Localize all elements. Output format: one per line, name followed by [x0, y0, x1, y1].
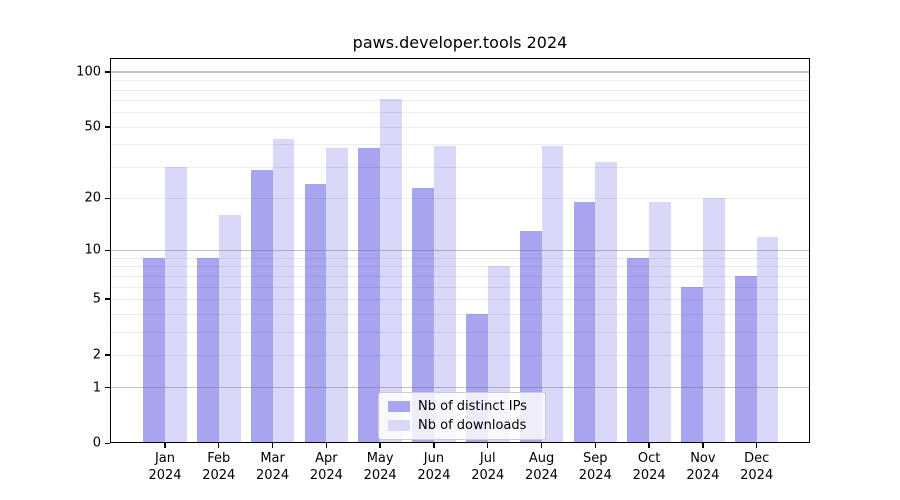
x-tick-mark [325, 443, 328, 448]
gridline-minor [111, 299, 809, 301]
y-tick-mark [105, 442, 110, 444]
legend-entry-downloads: Nb of downloads [388, 418, 536, 433]
gridline-minor [111, 266, 809, 268]
y-tick-mark [105, 354, 110, 356]
x-tick-mark [702, 443, 704, 448]
x-tick-label: Jan 2024 [148, 451, 182, 483]
x-tick-mark [487, 443, 489, 448]
legend: Nb of distinct IPs Nb of downloads [378, 392, 546, 440]
bar-downloads-feb [218, 215, 241, 444]
gridline-major [111, 71, 809, 73]
legend-label-downloads: Nb of downloads [418, 418, 527, 433]
gridline-minor [111, 112, 809, 114]
y-tick-label: 5 [92, 291, 101, 307]
y-tick-label: 10 [84, 242, 101, 258]
gridline-minor [111, 275, 809, 277]
y-tick-label: 100 [76, 64, 101, 80]
x-tick-label: May 2024 [363, 451, 397, 483]
bar-distinct-ips-jun [412, 187, 434, 444]
x-tick-mark [164, 443, 166, 448]
y-tick-label: 1 [92, 380, 101, 396]
bar-distinct-ips-aug [519, 230, 542, 444]
x-tick-mark [271, 443, 274, 448]
x-tick-label: Dec 2024 [740, 451, 774, 483]
x-tick-label: Jun 2024 [417, 451, 451, 483]
x-tick-label: Feb 2024 [202, 451, 236, 483]
x-tick-mark [540, 443, 543, 448]
bar-distinct-ips-sep [573, 202, 596, 444]
bar-downloads-jan [165, 166, 187, 444]
x-tick-label: Aug 2024 [524, 451, 559, 483]
bar-downloads-mar [272, 138, 295, 444]
y-tick-label: 0 [92, 435, 101, 451]
bar-downloads-jun [433, 146, 456, 444]
bar-distinct-ips-dec [734, 275, 757, 444]
y-tick-mark [105, 249, 110, 252]
y-tick-mark [105, 298, 110, 300]
y-tick-mark [105, 126, 110, 128]
gridline-minor [111, 166, 809, 168]
bar-downloads-apr [326, 148, 349, 444]
x-tick-label: Apr 2024 [309, 451, 343, 483]
x-tick-mark [433, 443, 435, 448]
gridline-minor [111, 126, 809, 128]
x-tick-mark [218, 443, 220, 448]
gridline-minor [111, 331, 809, 333]
bar-downloads-aug [541, 146, 564, 444]
x-tick-label: Jul 2024 [471, 451, 505, 483]
bar-distinct-ips-nov [681, 286, 703, 444]
y-tick-label: 20 [84, 190, 101, 206]
gridline-minor [111, 286, 809, 288]
y-tick-mark [105, 71, 110, 73]
bar-downloads-may [380, 99, 402, 444]
x-tick-label: Nov 2024 [686, 451, 720, 483]
y-tick-mark [105, 386, 110, 389]
y-tick-mark [105, 197, 110, 199]
gridline-major [111, 386, 809, 389]
bar-downloads-dec [756, 236, 779, 444]
x-tick-label: Oct 2024 [632, 451, 666, 483]
legend-swatch-downloads [388, 420, 410, 431]
gridline-minor [111, 80, 809, 82]
bar-distinct-ips-may [358, 148, 381, 444]
x-tick-label: Mar 2024 [256, 451, 290, 483]
gridline-minor [111, 313, 809, 315]
y-tick-label: 2 [92, 347, 101, 363]
bar-distinct-ips-jan [143, 258, 165, 444]
gridline-minor [111, 258, 809, 259]
gridline-minor [111, 144, 809, 146]
gridline-minor [111, 100, 809, 102]
x-tick-mark [755, 443, 758, 448]
gridline-major [111, 249, 809, 252]
bar-downloads-oct [649, 202, 671, 444]
bar-distinct-ips-mar [250, 169, 273, 444]
x-tick-mark [594, 443, 596, 448]
y-tick-label: 50 [84, 119, 101, 135]
gridline-minor [111, 89, 809, 91]
bar-distinct-ips-apr [304, 184, 327, 444]
bar-downloads-sep [595, 161, 618, 444]
gridline-minor [111, 354, 809, 356]
bar-distinct-ips-feb [196, 258, 219, 444]
x-tick-mark [648, 443, 650, 448]
chart-title: paws.developer.tools 2024 [352, 33, 568, 52]
x-tick-mark [379, 443, 381, 448]
gridline-minor [111, 198, 809, 200]
bar-downloads-nov [702, 198, 725, 444]
legend-entry-distinct-ips: Nb of distinct IPs [388, 399, 536, 414]
legend-swatch-distinct-ips [388, 401, 410, 412]
legend-label-distinct-ips: Nb of distinct IPs [418, 399, 527, 414]
x-tick-label: Sep 2024 [578, 451, 612, 483]
bar-distinct-ips-oct [627, 258, 650, 444]
